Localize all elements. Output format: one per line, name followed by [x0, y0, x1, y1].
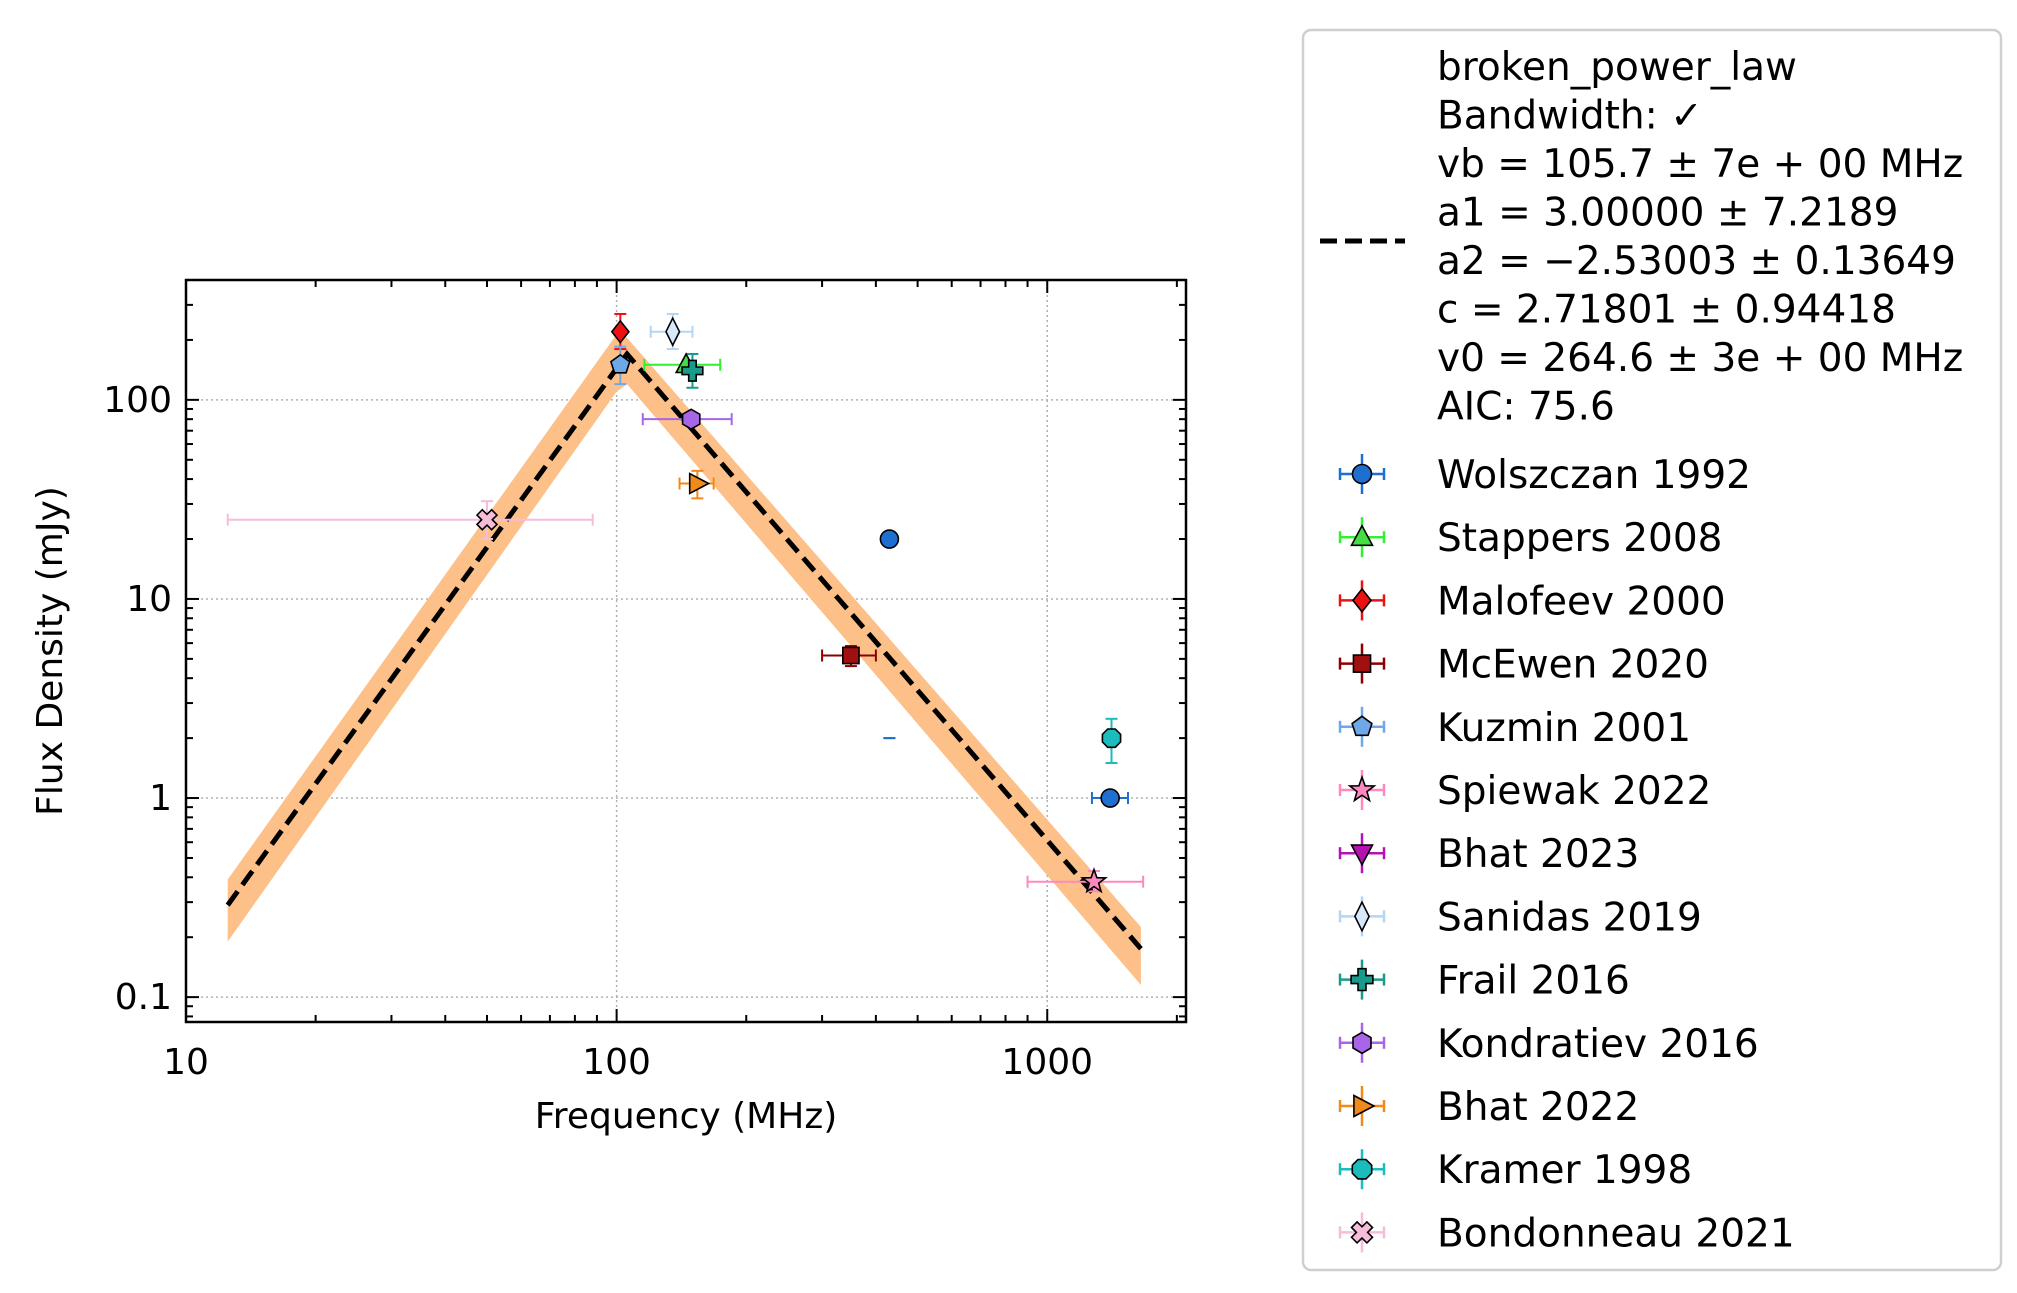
plot-content [225, 331, 1143, 985]
x-axis-label: Frequency (MHz) [535, 1096, 838, 1137]
legend-marker [1351, 587, 1373, 614]
fit-line [225, 349, 1143, 951]
legend-marker [1351, 1158, 1373, 1180]
data-point [1101, 728, 1122, 749]
data-points [226, 312, 1145, 894]
legend-label: Bhat 2022 [1437, 1085, 1639, 1130]
data-point [688, 472, 711, 495]
legend-marker [1350, 967, 1374, 992]
legend-marker [1354, 900, 1370, 933]
legend-fit-text: a2 = −2.53003 ± 0.13649 [1437, 239, 1956, 284]
data-point [475, 508, 499, 531]
y-tick-label: 100 [103, 380, 172, 421]
y-tick-label: 1 [149, 778, 172, 819]
data-point [842, 646, 860, 665]
legend-label: Spiewak 2022 [1437, 769, 1711, 814]
legend-label: Kuzmin 2001 [1437, 706, 1691, 751]
data-point [879, 529, 900, 549]
data-point [1100, 788, 1120, 808]
legend-label: Bhat 2023 [1437, 832, 1639, 877]
legend-fit-text: vb = 105.7 ± 7e + 00 MHz [1437, 142, 1963, 187]
legend-frame [1301, 28, 2003, 1272]
legend-label: Kondratiev 2016 [1437, 1022, 1759, 1067]
legend-label: Bondonneau 2021 [1437, 1211, 1795, 1256]
legend-label: McEwen 2020 [1437, 643, 1709, 688]
legend-marker [1350, 844, 1374, 867]
data-point [665, 316, 681, 347]
legend-label: Sanidas 2019 [1437, 895, 1702, 940]
legend-fit-text: broken_power_law [1437, 45, 1797, 90]
legend-marker [1352, 1031, 1372, 1055]
legend-marker [1351, 463, 1373, 485]
legend-fit-text: a1 = 3.00000 ± 7.2189 [1437, 191, 1898, 236]
legend-marker [1350, 524, 1374, 547]
x-tick-label: 100 [582, 1042, 651, 1083]
x-tick-label: 1000 [1001, 1042, 1093, 1083]
data-point [681, 408, 701, 431]
plot-frame [184, 278, 1188, 1024]
legend-marker [1350, 1220, 1374, 1245]
data-point [609, 353, 631, 374]
y-axis-label: Flux Density (mJy) [30, 486, 71, 816]
legend-fit-text: c = 2.71801 ± 0.94418 [1437, 288, 1896, 333]
legend-marker [1351, 715, 1373, 737]
series-12 [226, 500, 594, 541]
legend-label: Stappers 2008 [1437, 516, 1722, 561]
legend-marker [1352, 654, 1372, 673]
plot-area [185, 280, 1186, 1022]
axes: 10 100 1000 0.1 1 10 100 [103, 278, 1188, 1083]
legend-marker [1353, 1094, 1376, 1118]
legend-fit-text: v0 = 264.6 ± 3e + 00 MHz [1437, 336, 1963, 381]
legend-label: Kramer 1998 [1437, 1148, 1692, 1193]
legend-label: Wolszczan 1992 [1437, 453, 1751, 498]
data-point [681, 359, 704, 382]
x-tick-label: 10 [163, 1042, 209, 1083]
data-point [1080, 867, 1108, 894]
legend-fit-text: Bandwidth: ✓ [1437, 94, 1703, 139]
y-tick-label: 10 [126, 579, 172, 620]
y-tick-label: 0.1 [115, 977, 172, 1018]
fit-uncertainty-band [227, 331, 1141, 985]
data-point [610, 319, 630, 344]
legend-label: Malofeev 2000 [1437, 579, 1726, 624]
legend-label: Frail 2016 [1437, 959, 1630, 1004]
legend-marker [1347, 774, 1377, 803]
legend-fit-text: AIC: 75.6 [1437, 385, 1615, 430]
